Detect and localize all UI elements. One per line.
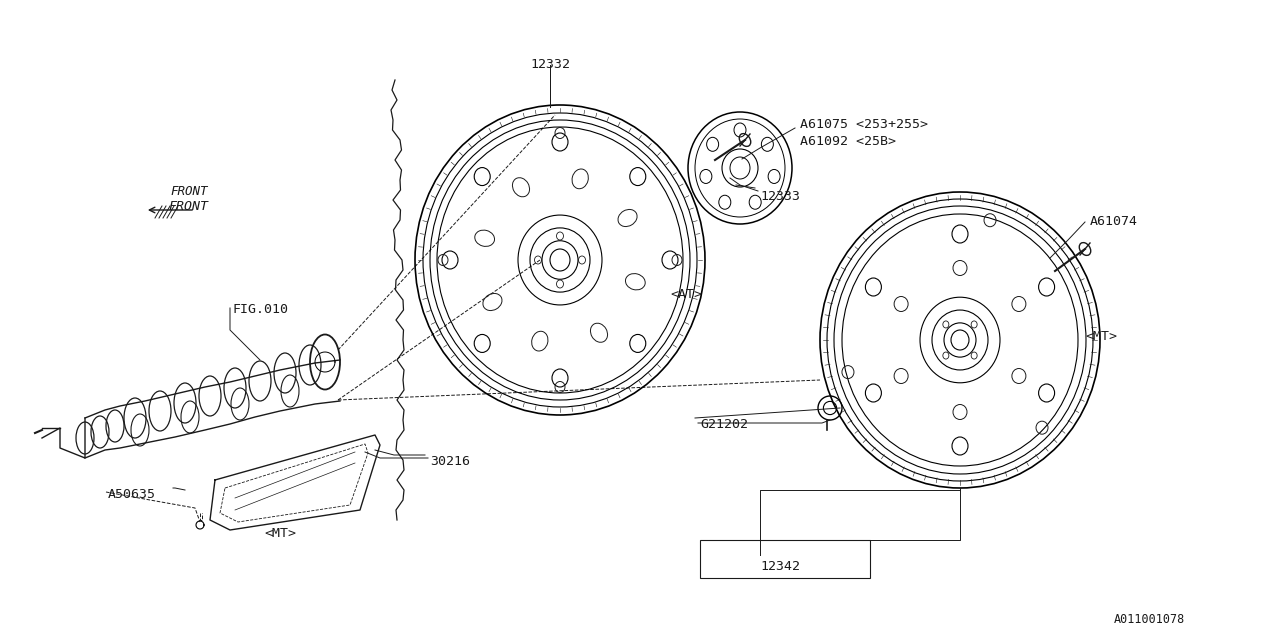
Text: A50635: A50635 <box>108 488 156 501</box>
Text: FIG.010: FIG.010 <box>232 303 288 316</box>
Text: A61074: A61074 <box>1091 215 1138 228</box>
Text: <MT>: <MT> <box>264 527 296 540</box>
Text: G21202: G21202 <box>700 418 748 431</box>
Bar <box>700 540 870 578</box>
Text: FRONT: FRONT <box>170 185 207 198</box>
Text: FRONT: FRONT <box>168 200 209 213</box>
Text: A61092 <25B>: A61092 <25B> <box>800 135 896 148</box>
Text: 12333: 12333 <box>760 190 800 203</box>
Text: A011001078: A011001078 <box>1114 613 1185 626</box>
Text: 12332: 12332 <box>530 58 570 71</box>
Text: A61075 <253+255>: A61075 <253+255> <box>800 118 928 131</box>
Text: <MT>: <MT> <box>1085 330 1117 343</box>
Text: <AT>: <AT> <box>669 288 701 301</box>
Text: 30216: 30216 <box>430 455 470 468</box>
Text: 12342: 12342 <box>760 560 800 573</box>
